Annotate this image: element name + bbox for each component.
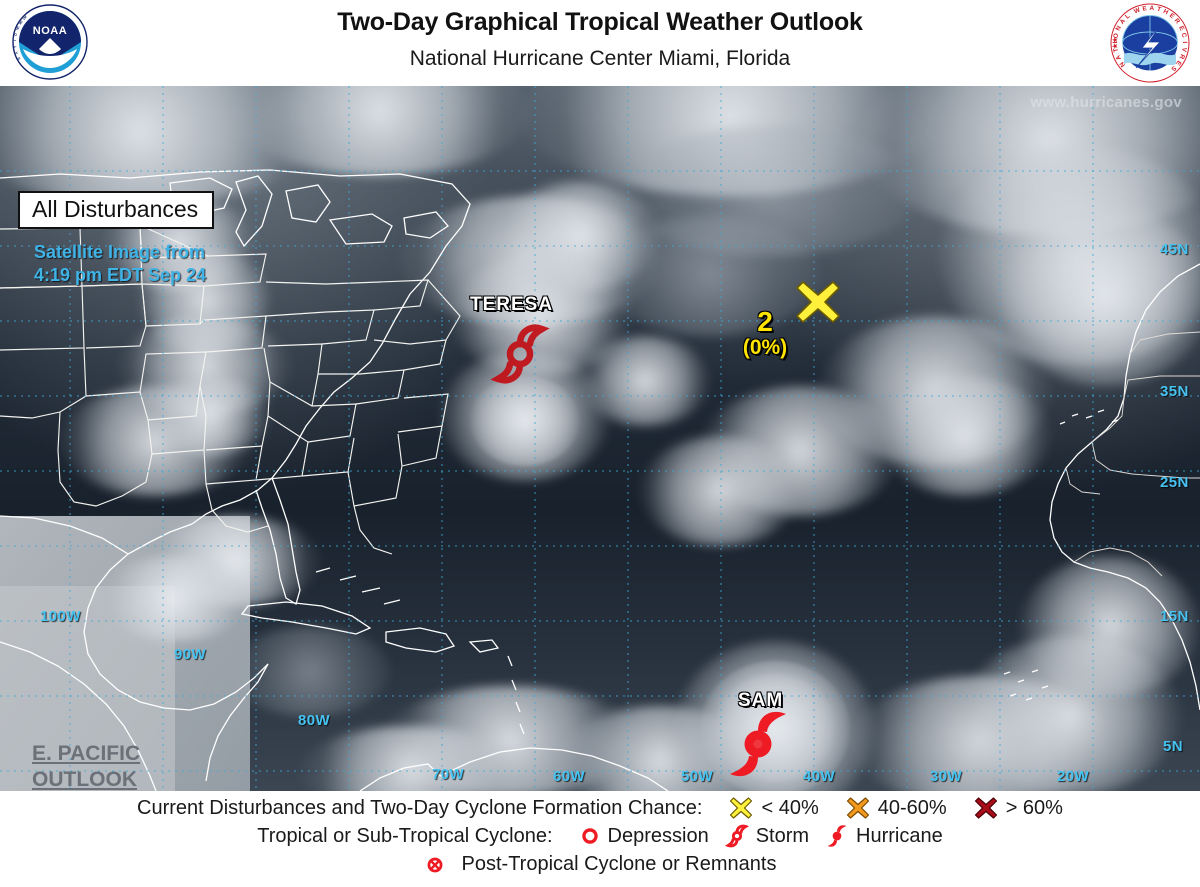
sam-hurricane-icon[interactable]: [722, 708, 794, 780]
satellite-image-timestamp: Satellite Image from 4:19 pm EDT Sep 24: [34, 242, 207, 286]
noaa-logo: NOAA N A T I O N A L C O M: [12, 4, 88, 80]
lon-label-80w: 80W: [298, 712, 331, 729]
svg-text:R: R: [1173, 17, 1182, 25]
svg-text:V: V: [1180, 47, 1188, 53]
disturbance-2-label[interactable]: 2 (0%): [735, 308, 795, 360]
legend-storm-label: Storm: [755, 824, 810, 847]
svg-text:C: C: [16, 25, 21, 29]
cloud-field: [0, 86, 1200, 791]
svg-text:S: S: [1169, 64, 1177, 73]
lon-label-60w: 60W: [553, 768, 586, 785]
legend-hurricane[interactable]: Hurricane: [825, 824, 943, 848]
satellite-imagery: 45N 35N 25N 15N 5N 100W 90W 80W 70W 60W …: [0, 86, 1200, 791]
page-subtitle: National Hurricane Center Miami, Florida: [409, 47, 791, 70]
lon-label-30w: 30W: [930, 768, 963, 785]
svg-text:O: O: [19, 19, 24, 24]
svg-text:O: O: [1112, 33, 1120, 39]
svg-text:NOAA: NOAA: [33, 25, 67, 37]
svg-text:L: L: [1124, 13, 1132, 21]
legend-post-tropical-label: Post-Tropical Cyclone or Remnants: [461, 853, 777, 875]
lon-label-20w: 20W: [1057, 768, 1090, 785]
svg-text:T: T: [13, 46, 17, 49]
storm-label-sam[interactable]: SAM: [738, 690, 784, 711]
legend-storm[interactable]: Storm: [724, 824, 810, 848]
svg-text:A: A: [1149, 5, 1154, 12]
legend-row-cyclone-types: Tropical or Sub-Tropical Cyclone: Depres…: [0, 824, 1200, 848]
low-chance-x-icon: [730, 797, 753, 819]
post-tropical-icon: [427, 857, 442, 872]
svg-text:H: H: [1162, 8, 1170, 17]
svg-text:N: N: [16, 56, 21, 61]
legend-post-tropical[interactable]: Post-Tropical Cyclone or Remnants: [424, 853, 777, 876]
svg-text:M: M: [23, 15, 28, 20]
teresa-storm-icon[interactable]: [487, 321, 553, 387]
lat-label-15n: 15N: [1160, 608, 1189, 625]
svg-text:I: I: [1112, 41, 1119, 43]
svg-text:A: A: [14, 50, 19, 54]
hurricane-icon: [827, 825, 847, 847]
lat-label-35n: 35N: [1160, 383, 1189, 400]
legend-depression[interactable]: Depression: [579, 825, 709, 848]
svg-text:E: E: [1142, 5, 1148, 13]
high-chance-x-icon: [974, 797, 997, 819]
legend-row-formation-chance: Current Disturbances and Two-Day Cyclone…: [0, 795, 1200, 821]
lat-label-5n: 5N: [1163, 738, 1183, 755]
satellite-map[interactable]: 45N 35N 25N 15N 5N 100W 90W 80W 70W 60W …: [0, 86, 1200, 791]
svg-text:L: L: [22, 16, 26, 20]
svg-text:A: A: [1114, 54, 1122, 61]
lon-label-70w: 70W: [432, 766, 465, 783]
all-disturbances-label[interactable]: All Disturbances: [18, 191, 215, 230]
svg-text:E: E: [1168, 12, 1176, 21]
svg-text:A: A: [18, 21, 23, 26]
svg-text:W: W: [1133, 6, 1142, 15]
svg-text:T: T: [1112, 47, 1120, 52]
svg-text:E: E: [1174, 59, 1183, 67]
legend-depression-label: Depression: [607, 824, 709, 847]
disturbance-2-probability: (0%): [742, 336, 788, 359]
svg-text:N: N: [1118, 60, 1127, 68]
svg-text:N: N: [15, 26, 20, 30]
legend-medium-chance-label: 40-60%: [877, 796, 947, 819]
svg-text:★: ★: [1112, 37, 1120, 45]
legend-high-chance-label: > 60%: [1005, 796, 1063, 819]
lat-label-25n: 25N: [1160, 474, 1189, 491]
page-title: Two-Day Graphical Tropical Weather Outlo…: [337, 8, 863, 36]
legend-formation-chance-text: Current Disturbances and Two-Day Cyclone…: [137, 796, 703, 819]
disturbance-2-number: 2: [757, 306, 773, 337]
svg-text:T: T: [1156, 6, 1162, 14]
svg-text:A: A: [1119, 17, 1128, 25]
site-watermark: www.hurricanes.gov: [1030, 94, 1182, 111]
legend-medium-chance[interactable]: 40-60%: [845, 795, 947, 821]
svg-text:★: ★: [1112, 43, 1120, 51]
storm-icon: [724, 824, 749, 848]
lon-label-50w: 50W: [681, 768, 714, 785]
svg-text:I: I: [1181, 41, 1188, 43]
svg-text:O: O: [14, 33, 19, 37]
legend-low-chance[interactable]: < 40%: [728, 795, 819, 821]
map-legend: Current Disturbances and Two-Day Cyclone…: [0, 791, 1200, 887]
disturbance-2-yellow-x-icon[interactable]: [792, 276, 844, 328]
svg-text:I: I: [13, 40, 17, 41]
coastlines-and-borders: [0, 169, 1200, 791]
page-header: NOAA N A T I O N A L C O M Two-Day Graph…: [0, 0, 1200, 86]
storm-label-teresa[interactable]: TERESA: [470, 294, 554, 315]
legend-cyclone-type-text: Tropical or Sub-Tropical Cyclone:: [257, 824, 553, 847]
legend-hurricane-label: Hurricane: [856, 824, 943, 847]
svg-text:E: E: [1177, 25, 1185, 32]
lon-label-90w: 90W: [174, 646, 207, 663]
national-weather-service-logo: N A T I O N A L W E A T H E R E C I V R: [1110, 3, 1190, 83]
svg-text:N: N: [1115, 25, 1123, 32]
lon-label-100w: 100W: [40, 608, 81, 625]
svg-text:C: C: [1180, 32, 1188, 38]
east-pacific-outlook-link[interactable]: E. PACIFIC OUTLOOK: [32, 742, 141, 791]
depression-icon: [581, 828, 598, 844]
svg-text:R: R: [1177, 53, 1185, 60]
legend-low-chance-label: < 40%: [761, 796, 819, 819]
lat-label-45n: 45N: [1160, 241, 1189, 258]
lon-label-40w: 40W: [803, 768, 836, 785]
legend-row-post-tropical: Post-Tropical Cyclone or Remnants: [0, 853, 1200, 876]
legend-high-chance[interactable]: > 60%: [973, 795, 1063, 821]
medium-chance-x-icon: [846, 797, 869, 819]
